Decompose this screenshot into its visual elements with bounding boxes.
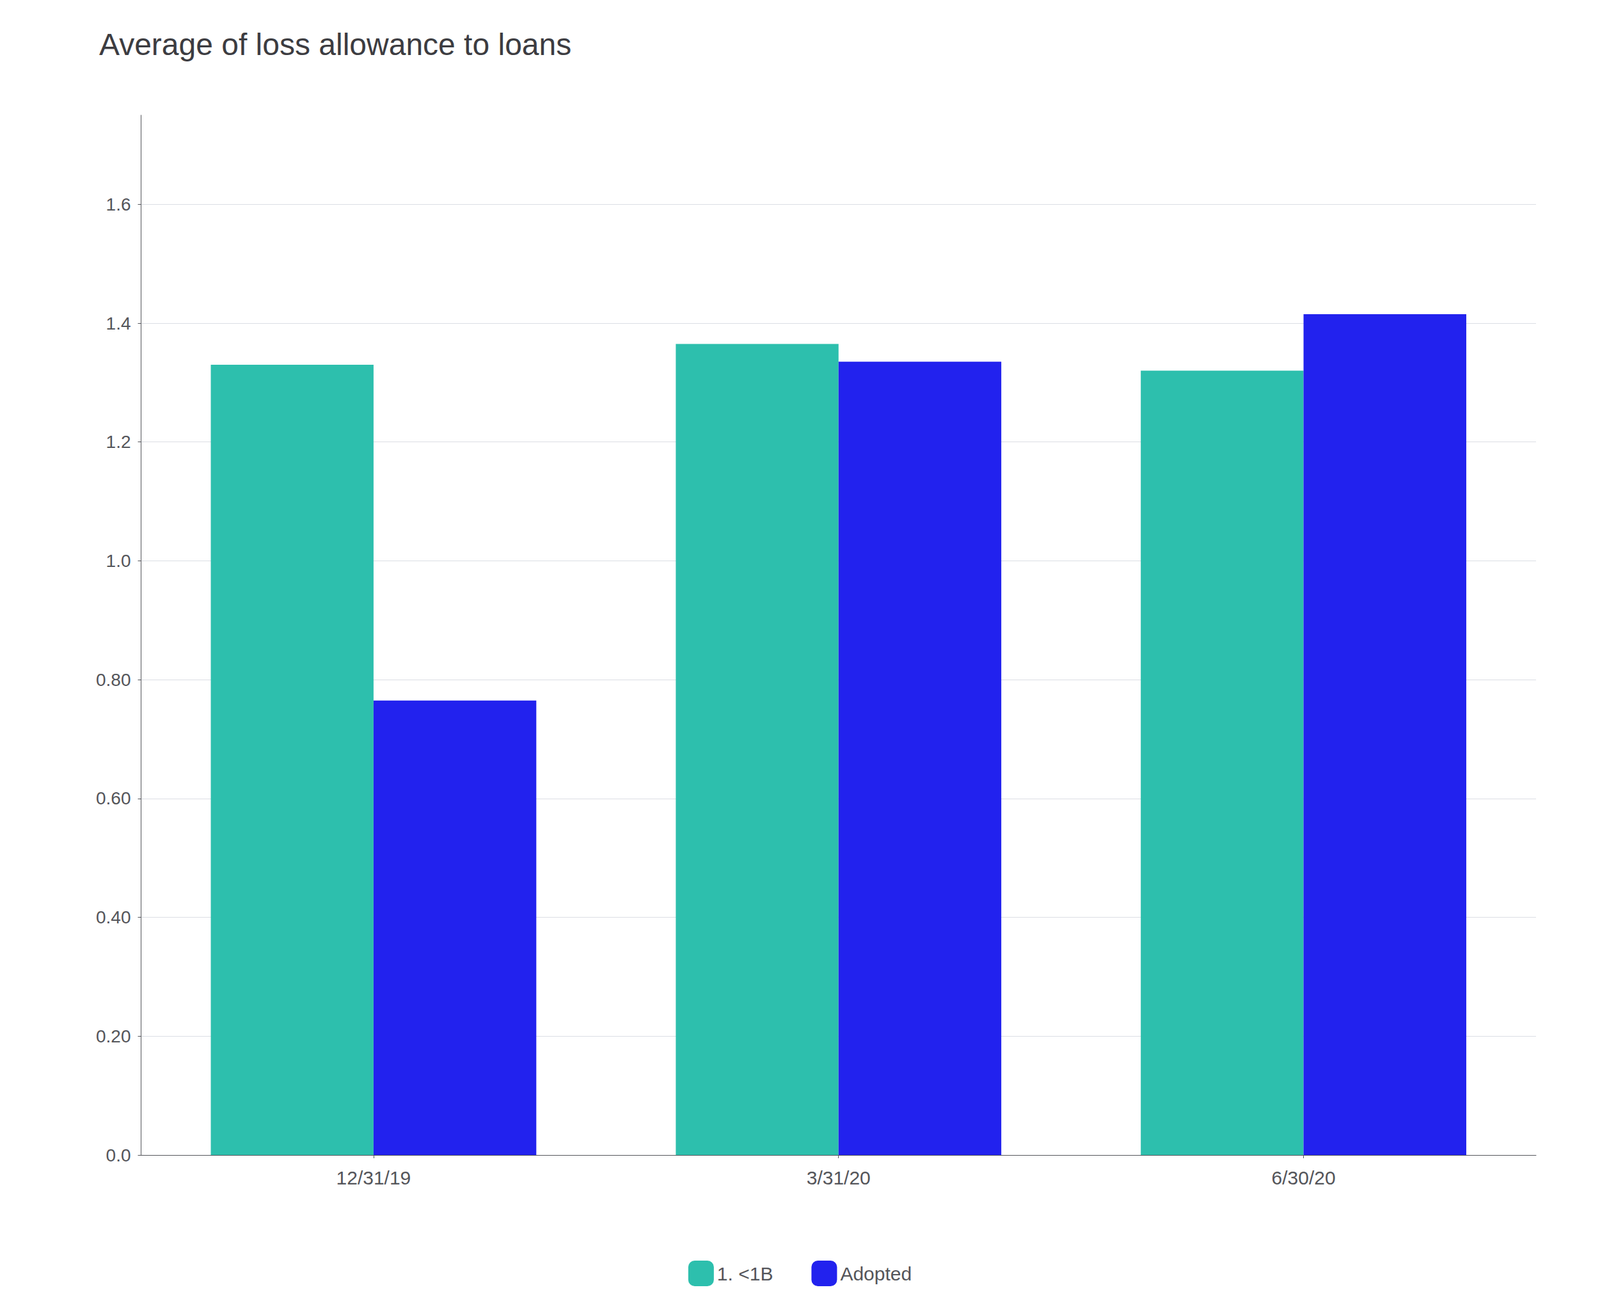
svg-text:Adopted: Adopted [839, 1262, 912, 1284]
svg-text:1.6: 1.6 [106, 194, 132, 215]
svg-text:0.60: 0.60 [95, 788, 132, 808]
svg-text:0.20: 0.20 [95, 1026, 132, 1046]
svg-text:0.0: 0.0 [106, 1145, 132, 1165]
svg-text:1.0: 1.0 [106, 550, 132, 571]
svg-text:1.4: 1.4 [106, 313, 132, 334]
svg-text:12/31/19: 12/31/19 [336, 1166, 412, 1189]
svg-text:1. <1B: 1. <1B [717, 1262, 774, 1284]
svg-text:6/30/20: 6/30/20 [1271, 1166, 1336, 1189]
svg-text:0.40: 0.40 [95, 907, 132, 927]
svg-text:3/31/20: 3/31/20 [806, 1166, 871, 1189]
svg-text:0.80: 0.80 [95, 669, 132, 690]
svg-text:Average of loss allowance to l: Average of loss allowance to loans [99, 27, 572, 62]
svg-text:1.2: 1.2 [106, 431, 132, 452]
